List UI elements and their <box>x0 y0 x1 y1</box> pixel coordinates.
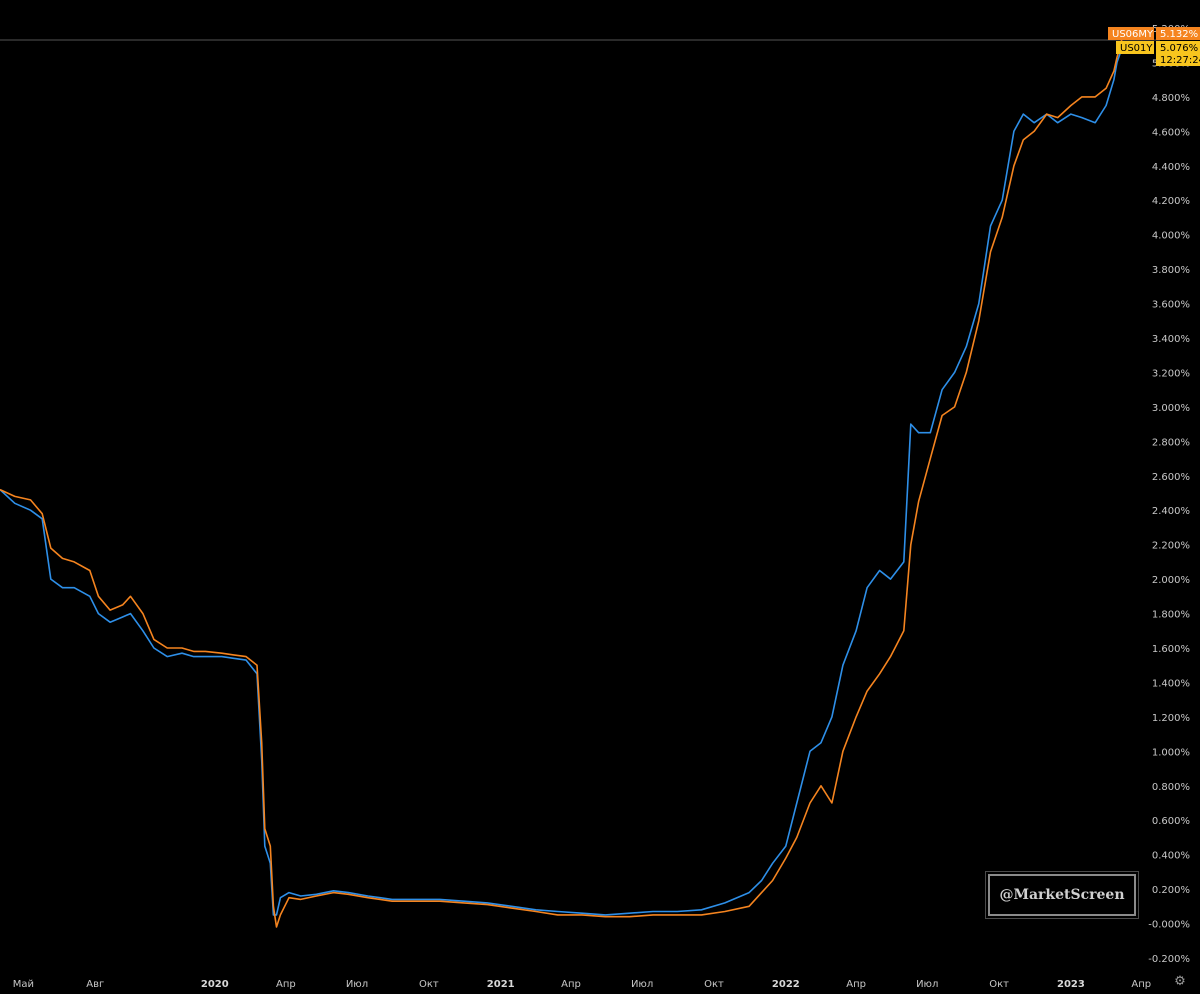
x-tick-label: Окт <box>419 979 439 990</box>
y-tick-label: 3.400% <box>1152 334 1190 345</box>
y-tick-label: 0.600% <box>1152 816 1190 827</box>
badge-us01y-value: 5.076% <box>1156 41 1200 54</box>
y-tick-label: 4.000% <box>1152 231 1190 242</box>
x-tick-label: Авг <box>86 979 104 990</box>
x-tick-label: Июл <box>916 979 938 990</box>
y-tick-label: 4.600% <box>1152 127 1190 138</box>
x-tick-label: Окт <box>704 979 724 990</box>
y-tick-label: 1.000% <box>1152 747 1190 758</box>
badge-us06my-value: 5.132% <box>1156 27 1200 40</box>
x-axis[interactable]: Май Авг 2020 Апр Июл Окт 2021 Апр Июл Окт 2022 Апр И… <box>13 979 1151 990</box>
y-tick-label: 1.200% <box>1152 713 1190 724</box>
y-tick-label: 0.400% <box>1152 851 1190 862</box>
svg-text:US01Y: US01Y <box>1120 43 1153 54</box>
watermark-logo: @MarketScreen <box>985 871 1139 919</box>
y-tick-label: 3.000% <box>1152 403 1190 414</box>
x-tick-label: Апр <box>276 979 296 990</box>
y-tick-label: 1.400% <box>1152 678 1190 689</box>
y-tick-label: 2.200% <box>1152 541 1190 552</box>
gear-icon[interactable]: ⚙ <box>1174 974 1186 989</box>
x-tick-label: 2023 <box>1057 979 1085 990</box>
x-tick-label: Май <box>13 979 34 990</box>
x-tick-label: Апр <box>846 979 866 990</box>
y-tick-label: 2.400% <box>1152 506 1190 517</box>
y-tick-label: 4.800% <box>1152 93 1190 104</box>
y-tick-label: 0.200% <box>1152 885 1190 896</box>
x-tick-label: Окт <box>989 979 1009 990</box>
y-tick-label: 0.800% <box>1152 782 1190 793</box>
series-lines <box>0 39 1123 928</box>
y-tick-label: 2.600% <box>1152 472 1190 483</box>
x-tick-label: Июл <box>346 979 368 990</box>
y-tick-label: 2.000% <box>1152 575 1190 586</box>
y-tick-label: -0.200% <box>1148 954 1190 965</box>
x-tick-label: Апр <box>561 979 581 990</box>
badge-us01y-time: 12:27:24 <box>1156 54 1200 66</box>
y-tick-label: -0.000% <box>1148 920 1190 931</box>
y-tick-label: 2.800% <box>1152 437 1190 448</box>
x-tick-label: 2021 <box>487 979 515 990</box>
y-tick-label: 3.800% <box>1152 265 1190 276</box>
y-tick-label: 4.400% <box>1152 162 1190 173</box>
svg-text:12:27:24: 12:27:24 <box>1160 55 1200 66</box>
svg-text:5.076%: 5.076% <box>1160 43 1198 54</box>
x-tick-label: Апр <box>1131 979 1151 990</box>
y-tick-label: 3.200% <box>1152 368 1190 379</box>
x-tick-label: 2022 <box>772 979 800 990</box>
svg-text:5.132%: 5.132% <box>1160 29 1198 40</box>
badge-us06my-label: US06MY <box>1108 27 1154 40</box>
series-line-us01y <box>0 48 1123 916</box>
series-line-us06my <box>0 39 1123 928</box>
badge-us01y-label: US01Y <box>1116 41 1154 54</box>
x-tick-label: Июл <box>631 979 653 990</box>
svg-text:US06MY: US06MY <box>1112 29 1154 40</box>
y-tick-label: 1.600% <box>1152 644 1190 655</box>
y-tick-label: 1.800% <box>1152 610 1190 621</box>
x-tick-label: 2020 <box>201 979 229 990</box>
y-tick-label: 4.200% <box>1152 196 1190 207</box>
y-axis[interactable]: 5.200%5.000%4.800%4.600%4.400%4.200%4.00… <box>1148 24 1190 965</box>
price-badges: US06MY 5.132% US01Y 5.076%12:27:24 <box>1108 27 1200 66</box>
y-tick-label: 3.600% <box>1152 300 1190 311</box>
